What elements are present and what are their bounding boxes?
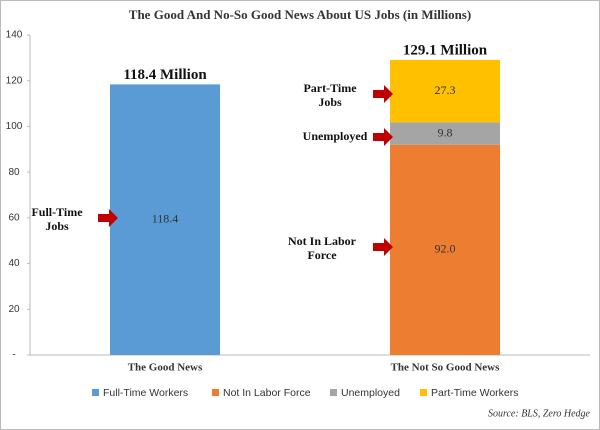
legend-label: Part-Time Workers xyxy=(431,387,519,399)
y-tick-label: 100 xyxy=(6,121,23,132)
legend-label: Full-Time Workers xyxy=(103,387,188,399)
y-tick-label: 20 xyxy=(8,304,20,315)
arrow xyxy=(98,209,118,227)
bar-segment xyxy=(390,122,500,145)
annotation: Jobs xyxy=(45,219,69,233)
annotation: Not In Labor xyxy=(288,234,357,248)
annotation: Part-Time xyxy=(303,81,357,95)
annotation: Force xyxy=(307,248,337,262)
legend-label: Not In Labor Force xyxy=(223,387,311,399)
bar-segment xyxy=(390,144,500,355)
source: Source: BLS, Zero Hedge xyxy=(488,408,591,419)
y-tick-label: 60 xyxy=(8,212,20,223)
legend-swatch xyxy=(330,389,337,396)
value-label: 118.4 xyxy=(152,211,179,225)
bar-segment xyxy=(390,59,500,123)
y-tick-label: 80 xyxy=(8,167,20,178)
chart-title: The Good And No-So Good News About US Jo… xyxy=(129,7,471,22)
value-label: 27.3 xyxy=(435,83,456,97)
value-label: 92.0 xyxy=(435,242,456,256)
total-label: 118.4 Million xyxy=(123,67,207,83)
value-label: 9.8 xyxy=(438,125,453,139)
y-tick-label: 120 xyxy=(6,75,23,86)
annotation: Unemployed xyxy=(303,129,368,143)
legend-label: Unemployed xyxy=(341,387,400,399)
x-tick-label: The Good News xyxy=(128,362,203,374)
legend-swatch xyxy=(92,389,99,396)
x-tick-label: The Not So Good News xyxy=(391,362,501,374)
bar-segment xyxy=(110,84,220,355)
arrow xyxy=(373,85,393,103)
y-tick-label: - xyxy=(12,350,15,361)
y-tick-label: 40 xyxy=(8,258,20,269)
arrow xyxy=(373,128,393,146)
legend-swatch xyxy=(420,389,427,396)
annotation: Jobs xyxy=(318,95,342,109)
arrow xyxy=(373,238,393,256)
annotation: Full-Time xyxy=(31,205,83,219)
y-tick-label: 140 xyxy=(6,30,23,41)
total-label: 129.1 Million xyxy=(403,42,488,58)
legend-swatch xyxy=(212,389,219,396)
